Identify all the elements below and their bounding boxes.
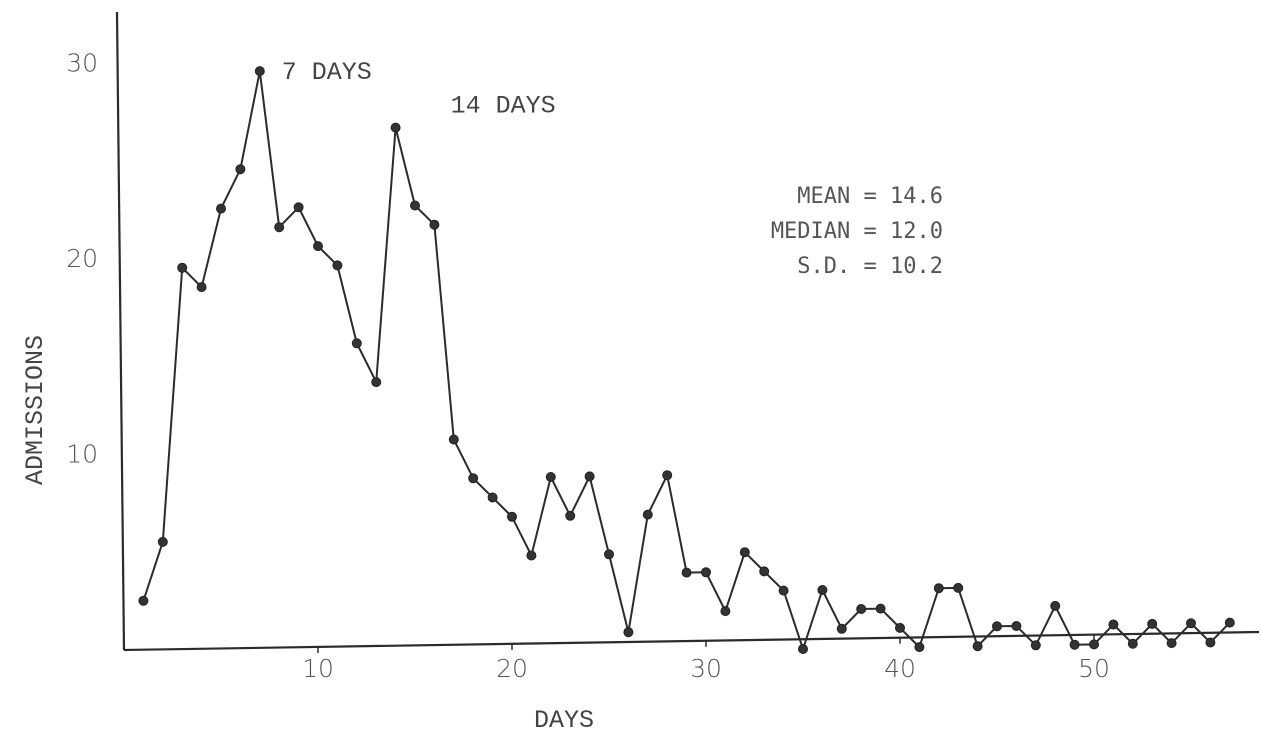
data-point-day-31: [720, 606, 731, 617]
data-point-day-10: [313, 241, 323, 252]
data-point-day-17: [448, 434, 459, 445]
data-point-day-35: [798, 644, 808, 654]
data-point-day-41: [914, 642, 925, 653]
data-point-day-57: [1224, 617, 1235, 628]
data-point-day-16: [429, 219, 440, 230]
data-point-day-9: [293, 202, 304, 213]
stat-sd: S.D. = 10.2: [797, 254, 943, 279]
data-point-day-15: [410, 200, 420, 211]
x-axis-line: [123, 630, 1260, 652]
data-point-day-32: [739, 547, 750, 558]
data-point-day-51: [1108, 619, 1119, 630]
data-point-day-47: [1030, 640, 1041, 651]
data-point-day-40: [895, 622, 905, 633]
annotation-1: 7 DAYS: [282, 58, 372, 87]
x-tick-label-50: 50: [1078, 654, 1110, 683]
data-point-day-28: [662, 470, 673, 481]
data-point-day-45: [992, 621, 1002, 632]
data-point-day-22: [545, 472, 556, 482]
data-point-day-8: [274, 222, 285, 233]
data-point-day-20: [507, 511, 517, 522]
data-point-day-26: [623, 627, 634, 638]
y-tick-label-20: 20: [66, 244, 98, 273]
data-point-day-27: [642, 509, 653, 520]
data-point-day-25: [604, 549, 614, 560]
data-point-day-39: [875, 603, 886, 614]
data-point-day-29: [681, 567, 692, 578]
data-point-day-53: [1147, 618, 1158, 629]
data-point-day-44: [972, 641, 983, 652]
data-point-day-33: [759, 566, 770, 577]
stat-mean: MEAN = 14.6: [797, 184, 943, 209]
data-point-day-11: [332, 260, 343, 271]
data-point-day-19: [487, 492, 498, 503]
data-point-day-7: [254, 66, 265, 77]
data-point-day-24: [584, 471, 595, 482]
data-point-day-56: [1205, 637, 1216, 648]
x-axis-label: DAYS: [534, 706, 594, 730]
data-point-day-13: [371, 377, 382, 388]
data-point-day-12: [351, 338, 362, 349]
data-point-day-1: [138, 595, 149, 606]
data-point-day-4: [196, 282, 207, 293]
stats-box: MEAN = 14.6 MEDIAN = 12.0 S.D. = 10.2: [771, 184, 943, 279]
x-tick-label-40: 40: [884, 654, 916, 683]
data-point-day-43: [953, 582, 964, 593]
data-point-day-49: [1069, 639, 1080, 650]
data-point-day-6: [235, 164, 246, 175]
data-point-day-21: [526, 550, 537, 561]
data-point-day-38: [856, 604, 867, 614]
data-point-day-5: [216, 203, 226, 214]
data-point-day-55: [1186, 618, 1196, 629]
data-point-day-42: [933, 583, 944, 594]
data-point-day-2: [157, 536, 168, 547]
data-point-day-18: [468, 473, 479, 484]
stat-median: MEDIAN = 12.0: [771, 219, 943, 244]
x-tick-label-10: 10: [302, 654, 334, 683]
data-point-day-52: [1127, 638, 1138, 649]
data-point-day-30: [701, 567, 711, 578]
y-tick-label-10: 10: [66, 440, 98, 469]
data-point-day-23: [565, 510, 576, 521]
data-point-day-14: [390, 122, 401, 133]
data-point-day-37: [836, 623, 847, 634]
data-point-day-50: [1089, 639, 1099, 650]
y-tick-label-30: 30: [66, 49, 98, 78]
data-point-day-36: [817, 585, 828, 595]
annotation-2: 14 DAYS: [451, 92, 556, 121]
x-tick-label-30: 30: [690, 654, 722, 683]
data-point-day-3: [177, 262, 188, 273]
y-axis-line: [115, 11, 126, 651]
data-point-day-48: [1050, 600, 1061, 611]
y-axis-label: ADMISSIONS: [21, 335, 50, 485]
data-point-day-46: [1011, 621, 1022, 631]
series-line: [142, 70, 1231, 653]
x-tick-label-20: 20: [496, 654, 528, 683]
data-point-day-54: [1166, 638, 1177, 649]
data-point-day-34: [778, 585, 789, 596]
